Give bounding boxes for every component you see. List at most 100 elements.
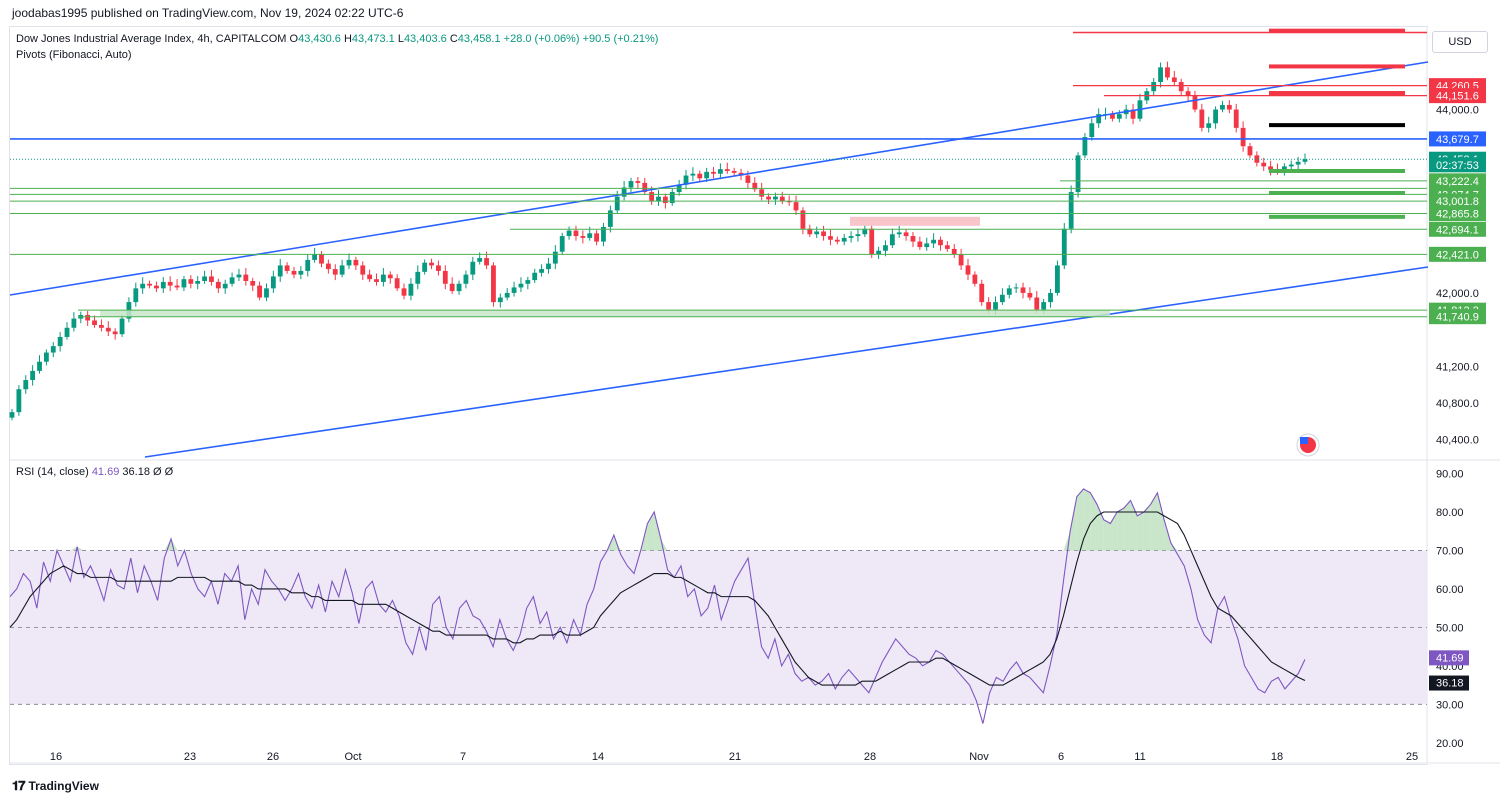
candle-body [1185,91,1191,96]
candle [1096,108,1102,128]
candle [140,277,146,294]
candle-body [889,234,895,246]
rsi-tick-label: 60.00 [1436,584,1464,596]
candle-body [1041,302,1047,310]
candle-body [1220,104,1225,110]
candle-body [85,314,91,321]
candle [147,280,152,289]
candle [1027,287,1033,301]
price-tick-label: 40,400.0 [1436,435,1479,447]
high-label: H [343,33,352,45]
candle [1302,153,1308,165]
candle [491,262,496,307]
candle [360,261,366,281]
tradingview-logo-icon: 𝟏𝟕 [12,778,26,793]
rsi-ma-value: 36.18 [122,466,150,478]
candle-body [614,196,620,211]
candle [903,229,909,241]
currency-button[interactable]: USD [1432,31,1488,53]
candle-body [346,259,352,266]
candle [518,277,524,293]
candle [821,225,826,241]
candle-body [264,288,269,298]
pivot-marker [1269,123,1405,128]
candle [972,271,978,287]
price-level-tag-text: 43,679.7 [1436,134,1479,146]
price-level-tag-text: 43,222.4 [1436,176,1479,188]
candle [387,271,393,284]
candle-body [814,231,820,235]
candle [1110,110,1115,122]
rsi-value-tag-text: 41.69 [1436,652,1464,664]
candle-body [325,263,331,270]
candle-body [16,389,22,413]
candle-body [1226,104,1232,110]
candle [1075,152,1081,198]
candle [793,195,799,215]
candle [1158,62,1163,88]
candle [1226,100,1232,114]
candle [243,268,249,286]
candle-body [215,281,221,289]
candle-body [731,170,737,173]
candle-body [903,232,909,237]
candle-body [965,265,971,275]
price-level-tag: 44,151.6 [1429,88,1486,104]
candle-body [257,285,263,298]
candle [291,266,297,279]
candle [1130,103,1136,125]
candle-body [1240,127,1246,147]
change2-value: +90.5 (+0.21%) [582,33,659,45]
rsi-overbought-fill [1083,488,1091,551]
candle [1048,288,1053,308]
candle [257,281,263,301]
candle-body [642,182,648,193]
candle [209,269,214,286]
candle-body [291,270,297,275]
candle-body [1034,297,1040,310]
candle-body [986,302,992,310]
close-value: 43,458.1 [457,33,501,45]
candle-body [374,279,379,282]
candle [1295,156,1301,171]
pivots-indicator-label[interactable]: Pivots (Fibonacci, Auto) [16,49,132,61]
candle [470,256,476,281]
candle-body [559,236,565,252]
price-tick-label: 44,000.0 [1436,105,1479,117]
candle-body [752,182,758,190]
close-label: C [449,33,458,45]
candle [883,240,888,257]
candle [896,225,902,238]
candle [270,270,276,293]
candle-body [394,278,400,289]
candle-body [1288,164,1294,167]
candle-body [1233,109,1239,128]
candle [938,236,943,251]
candle [1034,291,1040,314]
candle [876,246,881,260]
candle [504,288,510,301]
candle-body [1110,114,1115,119]
rsi-legend[interactable]: RSI (14, close) 41.69 36.18 Ø Ø [16,466,173,478]
rsi-tick-label: 50.00 [1436,622,1464,634]
candle [264,283,269,302]
candle [456,280,462,295]
candle-body [594,233,600,242]
rsi-empty-1: Ø [153,466,162,478]
candle-body [532,272,538,281]
rsi-overbought-fill [1157,492,1165,551]
rsi-line [9,488,1306,724]
pivot-marker [1269,28,1405,33]
candle-body [147,283,152,286]
candle [105,321,111,337]
candle-body [1247,146,1253,156]
candle [215,278,221,293]
candle-body [442,270,448,284]
brand-name: TradingView [28,779,99,793]
candle-body [862,228,868,235]
candle-body [669,192,675,204]
candle [429,258,434,270]
candle-body [332,269,338,275]
candle [1178,78,1184,96]
